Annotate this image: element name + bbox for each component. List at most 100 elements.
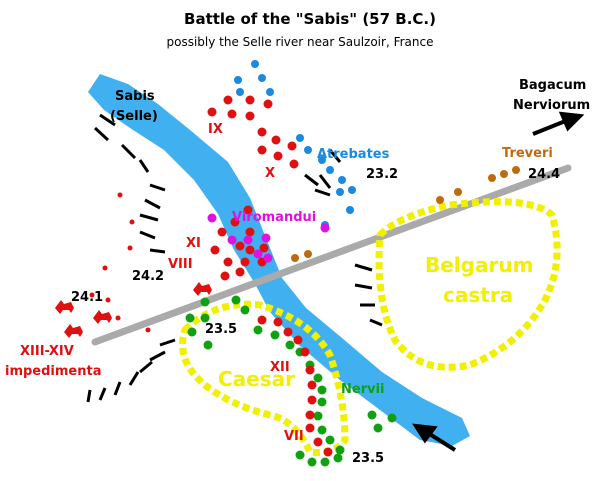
troop-dot (259, 243, 269, 253)
troop-dot (283, 327, 293, 337)
troop-dots (89, 60, 520, 467)
hatch (149, 248, 166, 254)
troop-dot (373, 423, 383, 433)
hatch (139, 230, 156, 240)
troop-dot (346, 206, 354, 214)
hatch (113, 381, 122, 396)
troop-dot (307, 380, 317, 390)
troop-dot (325, 435, 335, 445)
label: XII (270, 360, 290, 375)
troop-dot (245, 95, 255, 105)
troop-dot (300, 347, 310, 357)
hatch (318, 174, 332, 189)
troop-dot (333, 453, 343, 463)
troop-dot (296, 134, 304, 142)
troop-dot (500, 170, 508, 178)
troop-dot (263, 99, 273, 109)
troop-dot (240, 257, 250, 267)
title: Battle of the "Sabis" (57 B.C.) (184, 10, 436, 28)
troop-dot (261, 233, 271, 243)
troop-dot (257, 127, 267, 137)
troop-dot (217, 227, 227, 237)
troop-dot (145, 327, 151, 333)
troop-dot (304, 146, 312, 154)
troop-dot (210, 245, 220, 255)
troop-dot (305, 423, 315, 433)
troop-dot (313, 437, 323, 447)
hatch (139, 213, 159, 222)
troop-dot (313, 373, 323, 383)
troop-dot (323, 447, 333, 457)
troop-dot (295, 450, 305, 460)
label: IX (208, 122, 223, 137)
hatch (159, 338, 176, 347)
troop-dot (454, 188, 462, 196)
label: (Selle) (110, 109, 158, 124)
troop-dot (223, 257, 233, 267)
troop-dot (257, 145, 267, 155)
troop-dot (326, 166, 334, 174)
troop-dot (293, 335, 303, 345)
troop-dot (231, 295, 241, 305)
troop-dot (273, 317, 283, 327)
road (91, 164, 572, 346)
troop-dot (387, 413, 397, 423)
label: Viromandui (232, 210, 316, 225)
troop-dot (200, 297, 210, 307)
label: 24.2 (132, 269, 164, 284)
label: Atrebates (317, 147, 390, 162)
troop-dot (436, 196, 444, 204)
arrows (412, 111, 585, 452)
troop-dot (240, 305, 250, 315)
hatch (86, 389, 92, 403)
troop-dot (203, 340, 213, 350)
label: Bagacum (519, 78, 586, 93)
troop-dot (235, 241, 245, 251)
label: VIII (168, 257, 193, 272)
troop-dot (317, 425, 327, 435)
hatch (128, 371, 140, 386)
troop-dot (223, 95, 233, 105)
hatch (369, 318, 383, 327)
hatch (99, 113, 116, 127)
troop-dot (258, 74, 266, 82)
troop-dot (185, 313, 195, 323)
troop-dot (127, 245, 133, 251)
troop-dot (105, 297, 111, 303)
troop-dot (307, 395, 317, 405)
label: Nerviorum (513, 98, 590, 113)
troop-dot (243, 205, 253, 215)
troop-dot (129, 219, 135, 225)
hatch (149, 183, 166, 192)
label: Treveri (502, 146, 553, 161)
label: XI (186, 236, 201, 251)
troop-dot (335, 445, 345, 455)
hatch (93, 126, 110, 142)
label: VII (284, 429, 304, 444)
troop-dot (287, 141, 297, 151)
troop-dot (512, 166, 520, 174)
label: Nervii (341, 382, 385, 397)
troop-dot (220, 271, 230, 281)
hatch (354, 283, 373, 290)
label: 23.2 (366, 167, 398, 182)
cavalry (55, 282, 212, 338)
troop-dot (313, 411, 323, 421)
label: 24.4 (528, 167, 560, 182)
hatch (138, 159, 150, 173)
hatch (314, 188, 331, 197)
troop-dot (257, 315, 267, 325)
terrain-hatching (86, 113, 383, 403)
belgarum-camp (375, 198, 561, 371)
hatch (149, 350, 166, 362)
label: impedimenta (5, 364, 102, 379)
troop-dot (230, 217, 240, 227)
troop-dot (207, 107, 217, 117)
troop-dot (235, 267, 245, 277)
troop-dot (266, 88, 274, 96)
troop-dot (317, 385, 327, 395)
subtitle: possibly the Selle river near Saulzoir, … (167, 35, 434, 49)
troop-dot (307, 457, 317, 467)
troop-dot (318, 156, 326, 164)
troop-dot (304, 250, 312, 258)
